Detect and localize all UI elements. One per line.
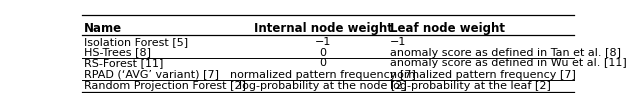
Text: RPAD (‘AVG’ variant) [7]: RPAD (‘AVG’ variant) [7] (84, 70, 219, 80)
Text: log-probability at the leaf [2]: log-probability at the leaf [2] (390, 81, 551, 91)
Text: Leaf node weight: Leaf node weight (390, 22, 505, 35)
Text: −1: −1 (315, 37, 332, 47)
Text: RS-Forest [11]: RS-Forest [11] (84, 58, 163, 68)
Text: Random Projection Forest [2]: Random Projection Forest [2] (84, 81, 246, 91)
Text: Isolation Forest [5]: Isolation Forest [5] (84, 37, 188, 47)
Text: Internal node weight: Internal node weight (253, 22, 392, 35)
Text: anomaly score as defined in Wu et al. [11]: anomaly score as defined in Wu et al. [1… (390, 58, 627, 68)
Text: Name: Name (84, 22, 122, 35)
Text: log-probability at the node [2]: log-probability at the node [2] (239, 81, 407, 91)
Text: normalized pattern frequency [7]: normalized pattern frequency [7] (390, 70, 576, 80)
Text: normalized pattern frequency [7]: normalized pattern frequency [7] (230, 70, 416, 80)
Text: anomaly score as defined in Tan et al. [8]: anomaly score as defined in Tan et al. [… (390, 48, 621, 58)
Text: HS-Trees [8]: HS-Trees [8] (84, 48, 151, 58)
Text: −1: −1 (390, 37, 406, 47)
Text: 0: 0 (319, 58, 326, 68)
Text: 0: 0 (319, 48, 326, 58)
